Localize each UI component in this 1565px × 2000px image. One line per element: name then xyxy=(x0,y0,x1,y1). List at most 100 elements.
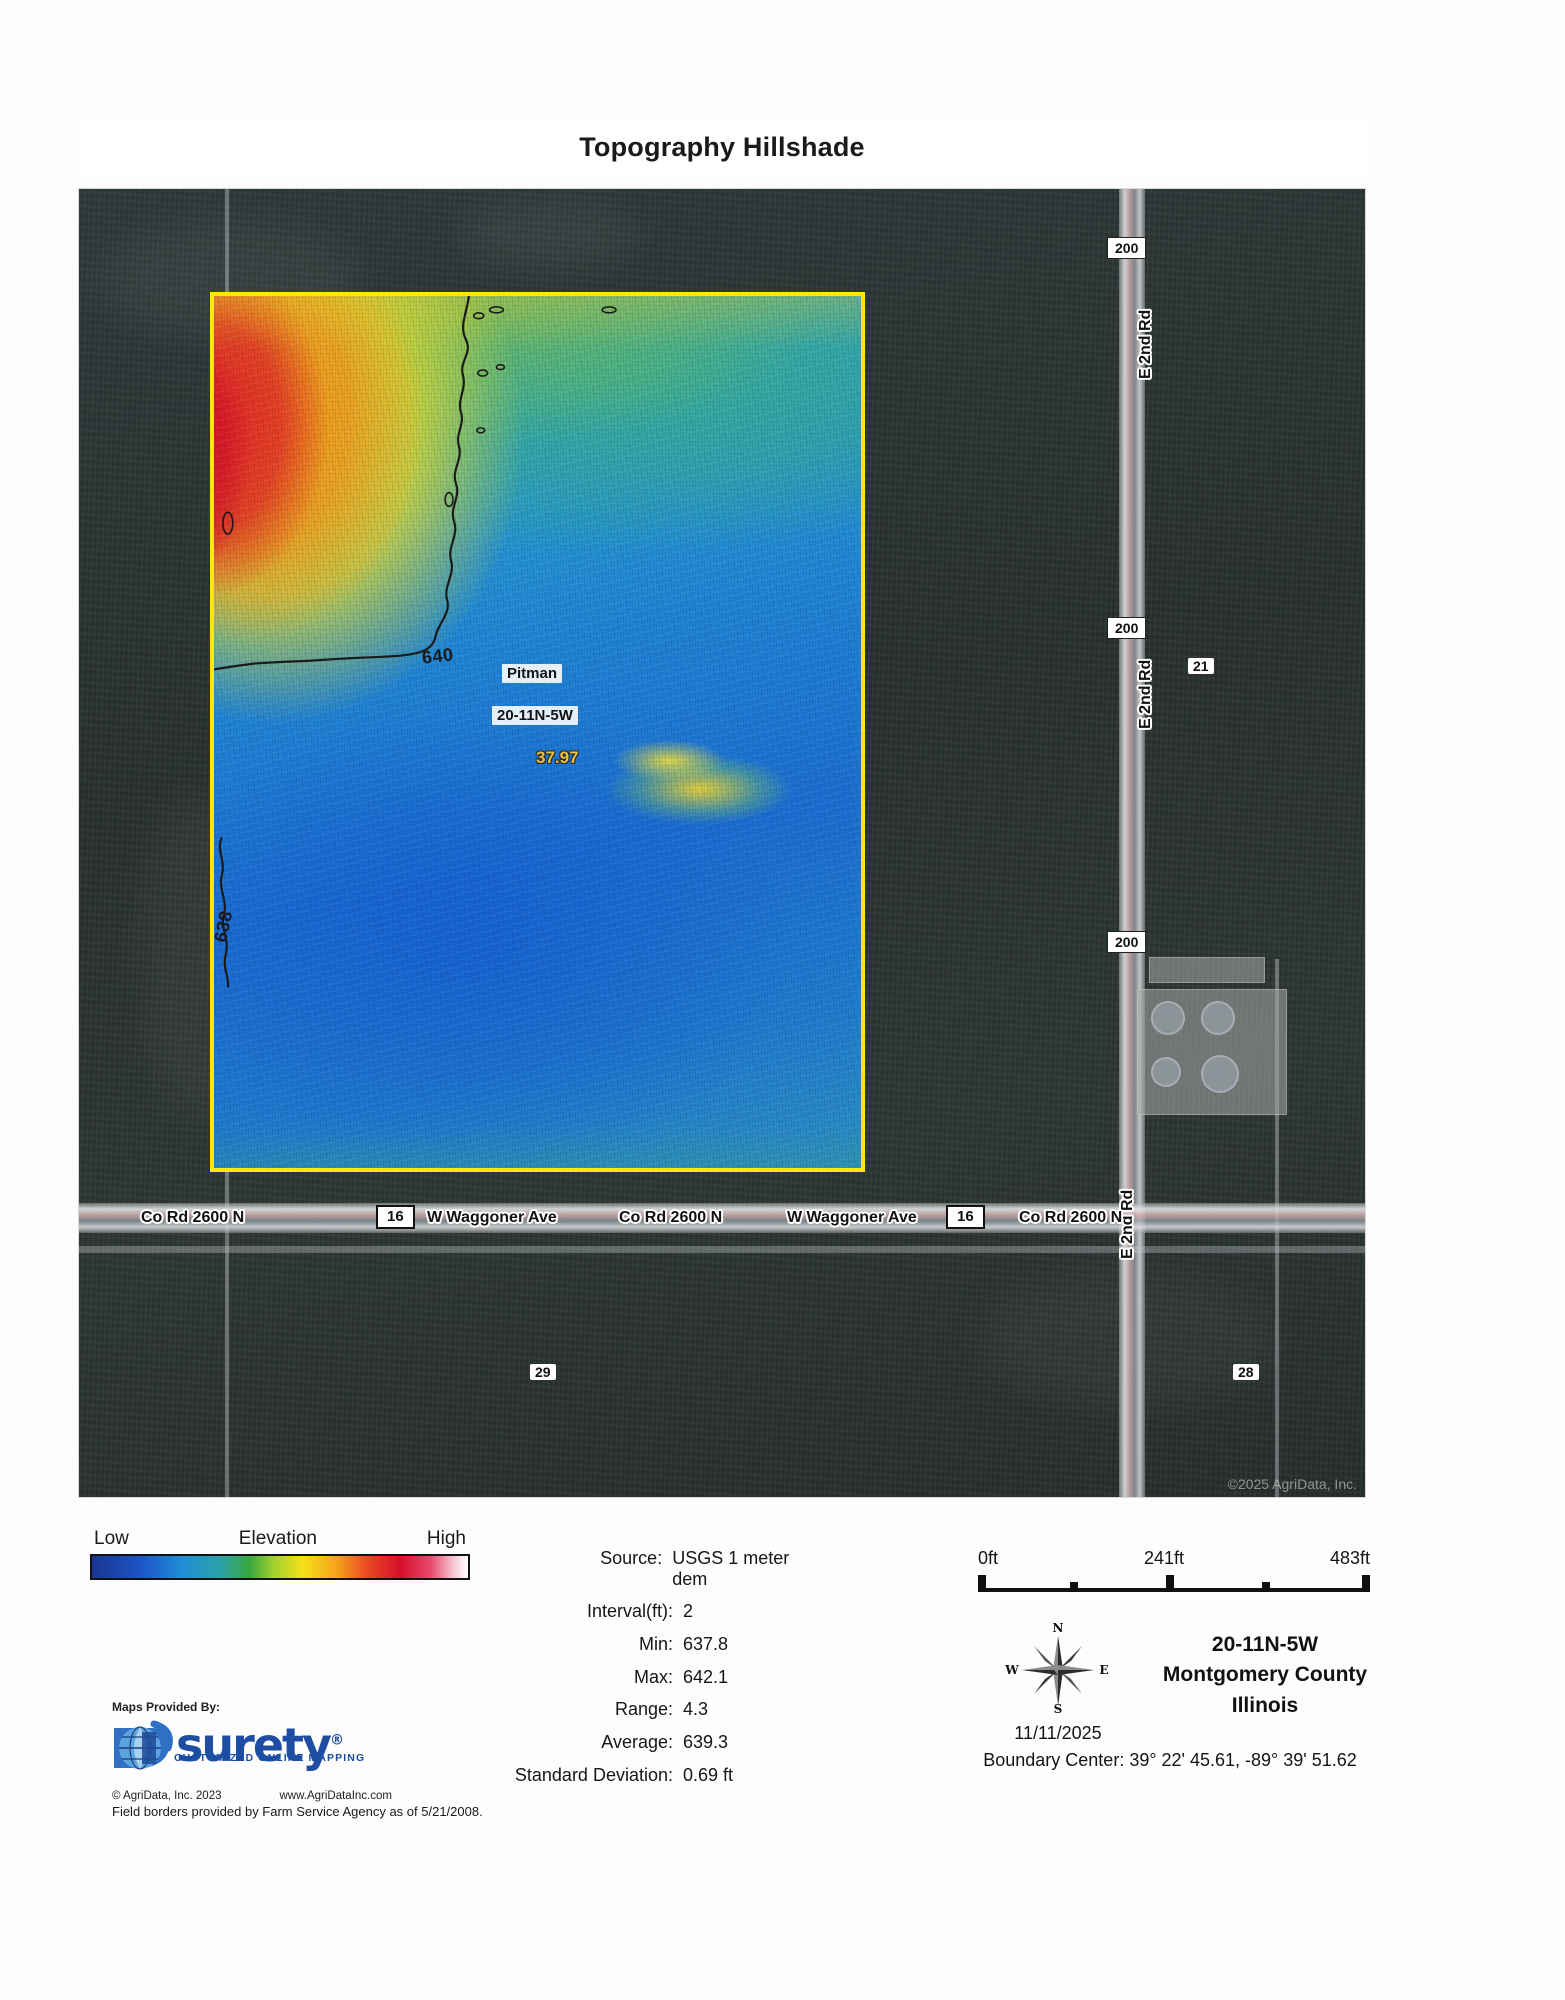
map-canvas[interactable]: 640 638 Pitman 20-11N-5W 37.97 xyxy=(78,188,1366,1498)
svg-text:E: E xyxy=(1099,1663,1108,1677)
globe-icon xyxy=(112,1718,176,1774)
compass-rose-block: N S W E 11/11/2025 xyxy=(978,1620,1138,1744)
road-label-co-rd-2600-n: Co Rd 2600 N xyxy=(141,1209,245,1226)
route-marker-200[interactable]: 200 xyxy=(1107,237,1147,259)
stat-label: Range: xyxy=(614,1699,673,1720)
field-boundary-polygon[interactable]: 640 638 Pitman 20-11N-5W 37.97 xyxy=(210,292,865,1172)
surety-credits: © AgriData, Inc. 2023 www.AgriDataInc.co… xyxy=(112,1790,532,1802)
agridata-website[interactable]: www.AgriDataInc.com xyxy=(279,1790,392,1802)
legend-title: Elevation xyxy=(238,1528,317,1549)
route-marker-200[interactable]: 200 xyxy=(1107,617,1147,639)
surety-logo[interactable]: surety® xyxy=(112,1716,532,1776)
heat-right-rim xyxy=(214,296,861,1168)
boundary-center-coordinates: Boundary Center: 39° 22' 45.61, -89° 39'… xyxy=(983,1750,1357,1770)
stat-row: Standard Deviation: 0.69 ft xyxy=(490,1765,820,1786)
stat-label: Average: xyxy=(601,1732,673,1753)
field-name-label: Pitman xyxy=(502,664,563,683)
location-state: Illinois xyxy=(1231,1693,1299,1717)
legend-color-ramp xyxy=(90,1554,470,1580)
registered-trademark-icon: ® xyxy=(330,1732,344,1749)
road-e-2nd-rd xyxy=(1119,189,1145,1497)
legend-labels: Low Elevation High xyxy=(90,1528,470,1554)
elevation-heatmap xyxy=(214,296,861,1168)
section-badge-29: 29 xyxy=(529,1363,557,1381)
page-title: Topography Hillshade xyxy=(579,131,865,162)
surety-wordmark: surety® xyxy=(176,1722,344,1768)
field-section-label: 20-11N-5W xyxy=(492,706,578,725)
stat-value: 4.3 xyxy=(683,1699,709,1720)
stat-row: Source: USGS 1 meter dem xyxy=(490,1548,820,1589)
scale-tick xyxy=(1262,1582,1270,1592)
svg-text:S: S xyxy=(1054,1702,1063,1716)
agridata-watermark: ©2025 AgriData, Inc. xyxy=(1227,1476,1357,1492)
road-shoulder xyxy=(79,1246,1365,1253)
field-acreage-label: 37.97 xyxy=(536,748,579,767)
grain-bin xyxy=(1201,1001,1235,1035)
contour-detail-blips xyxy=(222,306,617,535)
stat-value: 0.69 ft xyxy=(683,1764,734,1785)
stat-row: Average: 639.3 xyxy=(490,1732,820,1753)
section-badge-28: 28 xyxy=(1232,1363,1260,1381)
compass-rose-icon: N S W E xyxy=(1004,1621,1108,1716)
maps-provided-by-label: Maps Provided By: xyxy=(112,1700,221,1714)
elevation-legend: Low Elevation High xyxy=(90,1528,470,1580)
road-label-co-rd-2600-n: Co Rd 2600 N xyxy=(619,1209,723,1226)
svg-text:W: W xyxy=(1004,1663,1019,1677)
stat-value: 642.1 xyxy=(683,1666,729,1687)
svg-text:N: N xyxy=(1053,1621,1064,1635)
section-badge-21: 21 xyxy=(1187,657,1215,675)
hillshade-texture-overlay xyxy=(214,296,861,1168)
map-print-date: 11/11/2025 xyxy=(1014,1723,1102,1743)
legend-high-label: High xyxy=(426,1528,466,1549)
scale-baseline xyxy=(978,1588,1370,1592)
heat-bottom-rim xyxy=(214,296,861,1168)
elevation-statistics: Source: USGS 1 meter dem Interval(ft): 2… xyxy=(490,1548,820,1798)
stat-label: Interval(ft): xyxy=(586,1601,673,1622)
contour-lines xyxy=(214,296,470,988)
scale-tick xyxy=(1166,1575,1174,1592)
stat-label: Source: xyxy=(600,1548,663,1568)
stat-value: 2 xyxy=(683,1601,694,1622)
heat-left-rim xyxy=(214,296,861,1168)
grain-bin xyxy=(1201,1055,1239,1093)
scale-bar-graphic xyxy=(978,1572,1370,1592)
report-title-band: Topography Hillshade xyxy=(78,118,1366,176)
scale-middle-label: 241ft xyxy=(1143,1548,1184,1568)
location-section: 20-11N-5W xyxy=(1211,1633,1319,1656)
grain-bin xyxy=(1151,1001,1185,1035)
branding-block: Maps Provided By: surety® CUSTOMI xyxy=(112,1700,532,1819)
stat-label: Min: xyxy=(638,1634,673,1655)
road-co-rd-2600-n xyxy=(79,1203,1365,1233)
road-label-w-waggoner-ave: W Waggoner Ave xyxy=(787,1209,917,1226)
route-shield-16[interactable]: 16 xyxy=(946,1205,985,1229)
fsa-field-borders-note: Field borders provided by Farm Service A… xyxy=(112,1804,483,1819)
surety-tagline: CUSTOMIZED ONLINE MAPPING xyxy=(174,1752,366,1764)
route-shield-16[interactable]: 16 xyxy=(376,1205,415,1229)
surety-wordmark-text: surety xyxy=(176,1718,332,1773)
stat-row: Min: 637.8 xyxy=(490,1634,820,1655)
location-county: Montgomery County xyxy=(1162,1663,1368,1687)
location-block: 20-11N-5W Montgomery County Illinois xyxy=(1150,1630,1380,1721)
scale-tick xyxy=(978,1575,986,1592)
road-label-w-waggoner-ave: W Waggoner Ave xyxy=(427,1209,557,1226)
scale-tick xyxy=(1070,1582,1078,1592)
hillshade-texture xyxy=(214,296,861,1168)
stat-value: 637.8 xyxy=(683,1634,729,1655)
road-label-e-2nd-rd: E 2nd Rd xyxy=(1137,309,1154,379)
stat-row: Max: 642.1 xyxy=(490,1667,820,1688)
farm-structure xyxy=(1149,957,1265,983)
scale-start-label: 0ft xyxy=(978,1548,999,1568)
grain-bin xyxy=(1151,1057,1181,1087)
scale-bar: 0ft 241ft 483ft xyxy=(978,1548,1370,1592)
route-marker-200[interactable]: 200 xyxy=(1107,931,1147,953)
scale-end-label: 483ft xyxy=(1329,1548,1370,1568)
stat-label: Max: xyxy=(633,1666,673,1687)
stat-value: 639.3 xyxy=(683,1732,729,1753)
scale-bar-labels: 0ft 241ft 483ft xyxy=(978,1548,1370,1569)
road-label-e-2nd-rd: E 2nd Rd xyxy=(1137,659,1154,729)
stat-row: Range: 4.3 xyxy=(490,1699,820,1720)
stat-label: Standard Deviation: xyxy=(514,1764,673,1785)
aerial-texture-blotch xyxy=(459,199,639,269)
road-label-co-rd-2600-n: Co Rd 2600 N xyxy=(1019,1209,1123,1226)
